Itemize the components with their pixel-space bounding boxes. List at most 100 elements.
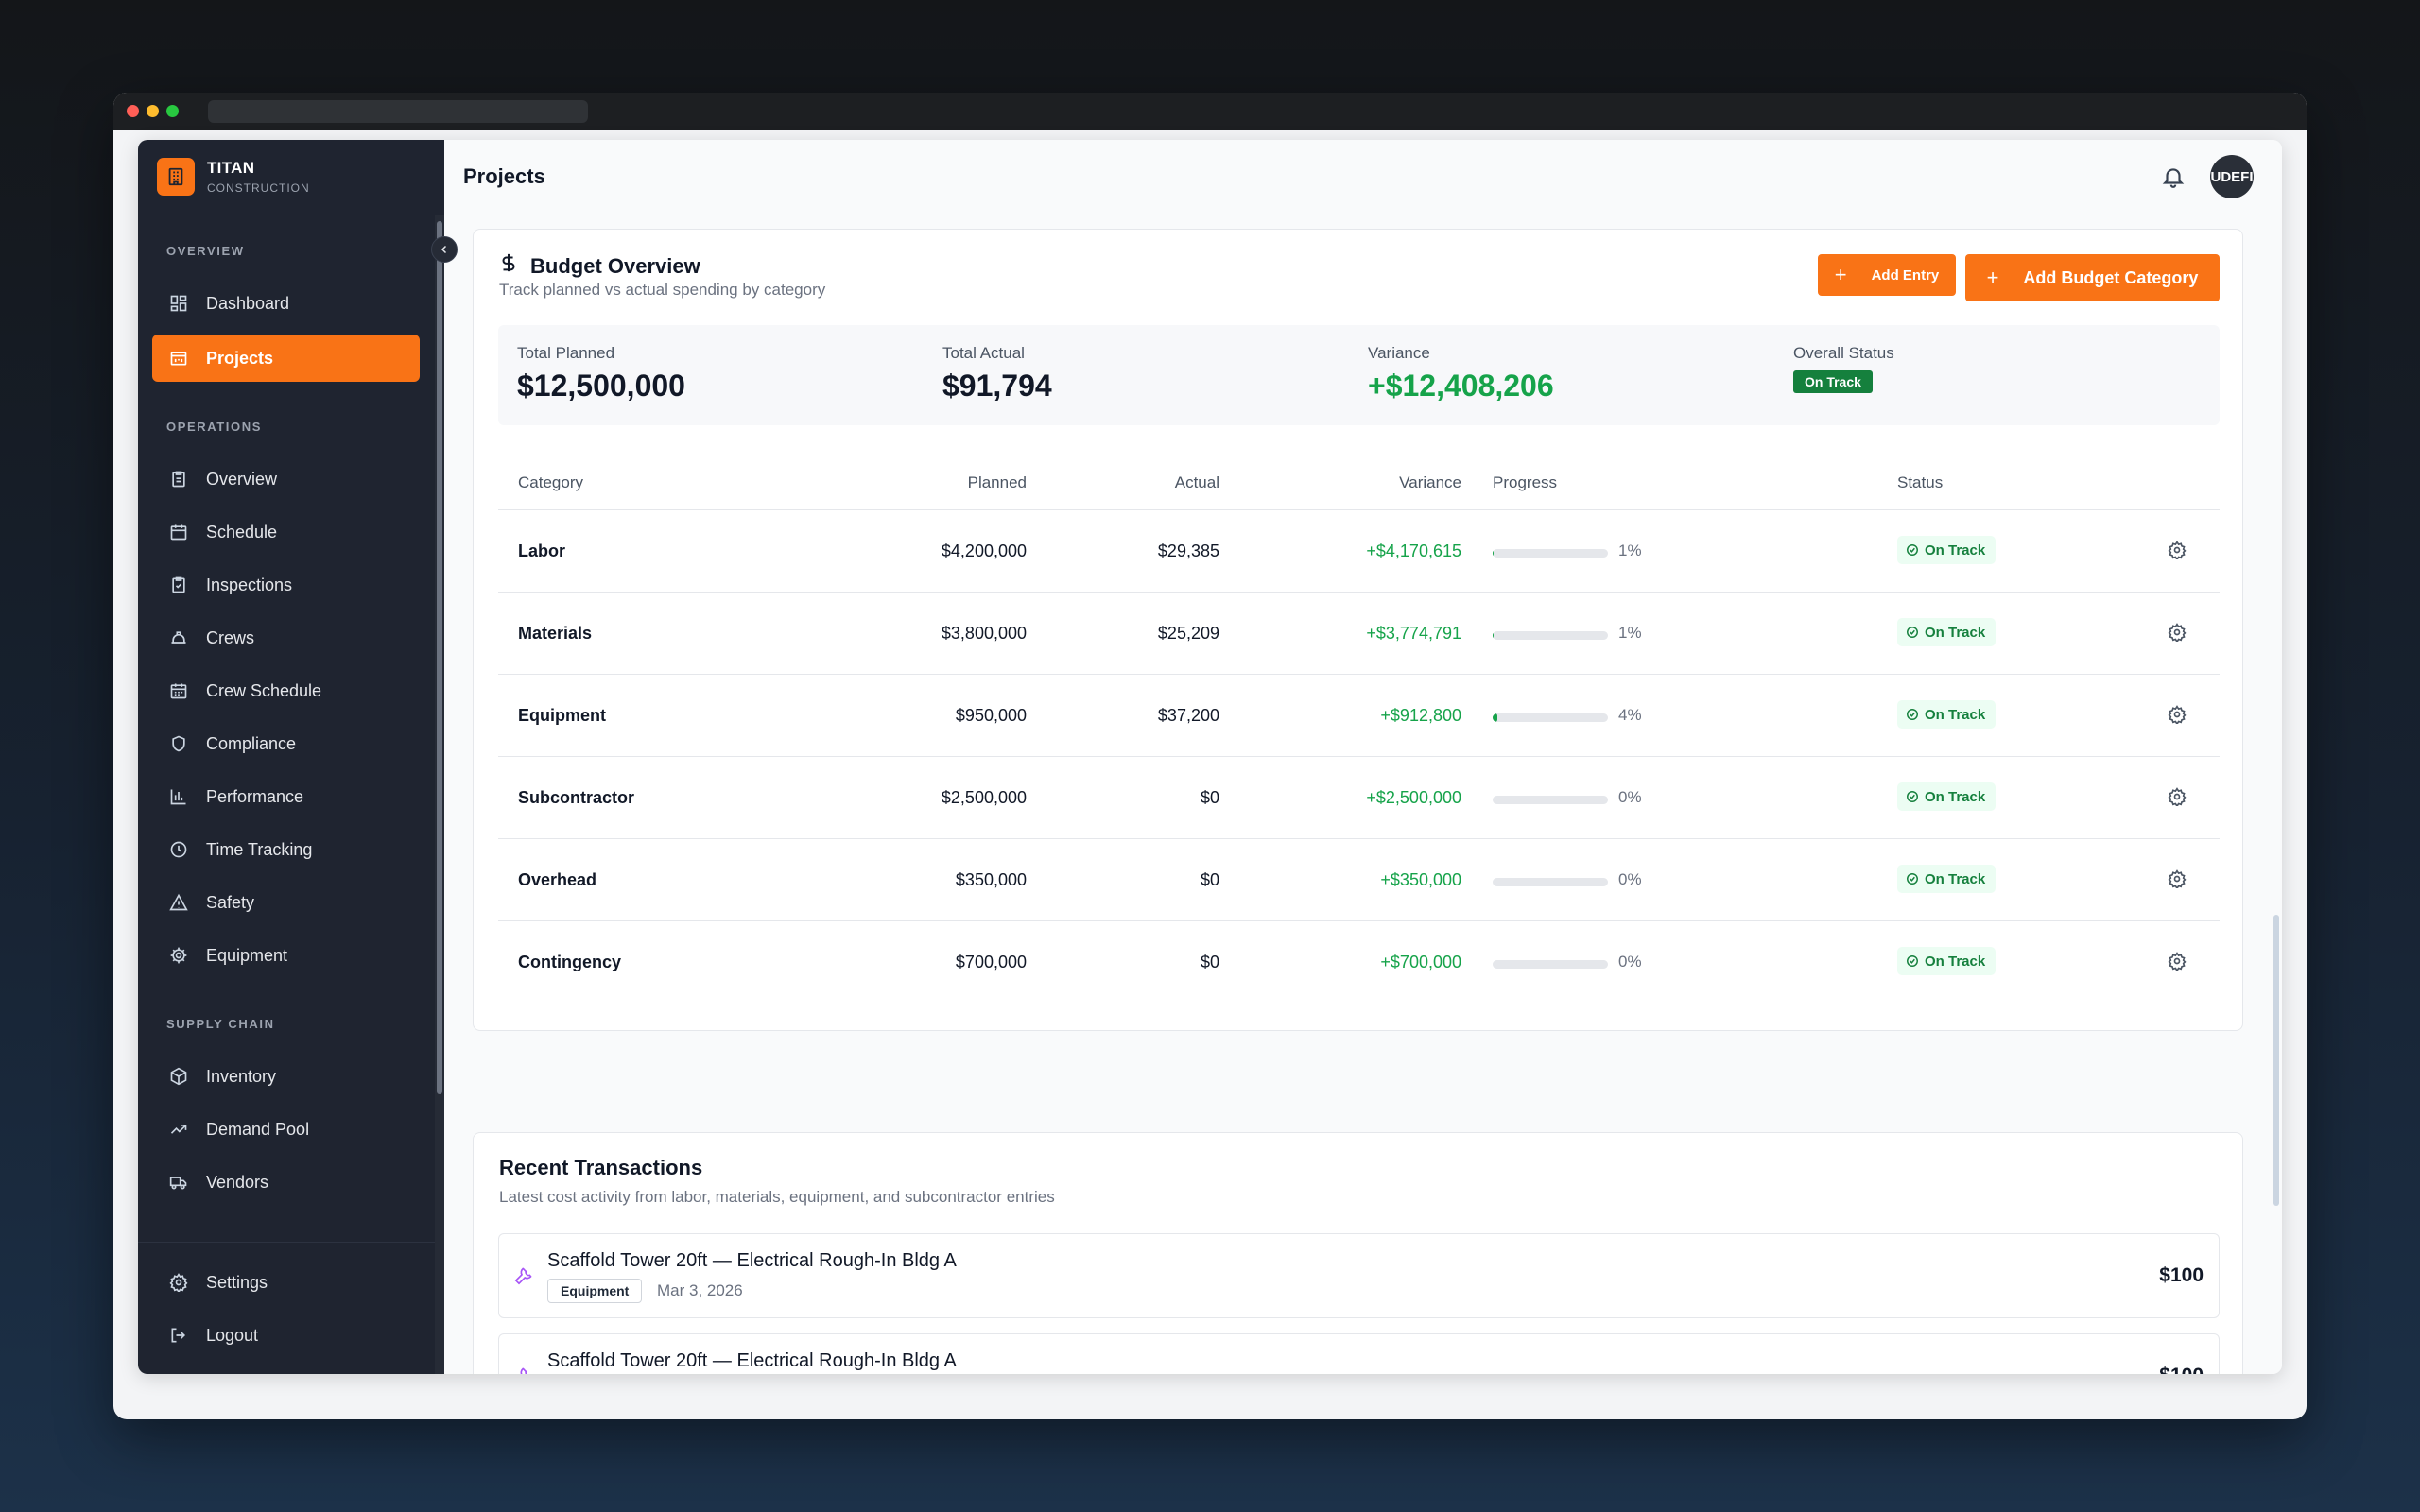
stat-value: $12,500,000	[517, 369, 685, 403]
cell-category: Subcontractor	[518, 788, 635, 807]
collapse-sidebar-button[interactable]	[431, 236, 458, 263]
row-settings-gear-icon[interactable]	[2168, 541, 2188, 561]
brand-subtitle: CONSTRUCTION	[207, 181, 310, 195]
sidebar-item-label: Time Tracking	[206, 839, 313, 859]
sidebar-item-crews[interactable]: Crews	[152, 614, 420, 662]
cell-planned: $4,200,000	[941, 541, 1027, 560]
sidebar-item-label: Demand Pool	[206, 1119, 310, 1139]
row-settings-gear-icon[interactable]	[2168, 952, 2188, 972]
warning-icon	[168, 892, 189, 913]
sidebar-item-dashboard[interactable]: Dashboard	[152, 280, 420, 327]
status-badge-label: On Track	[1925, 953, 1986, 970]
avatar[interactable]: UDEFI	[2210, 155, 2254, 198]
sidebar-item-demand-pool[interactable]: Demand Pool	[152, 1106, 420, 1153]
app-shell: TITAN CONSTRUCTION OVERVIEW Dashboard Pr…	[138, 140, 2282, 1374]
status-badge-label: On Track	[1925, 706, 1986, 723]
main-content: Budget Overview Track planned vs actual …	[444, 215, 2282, 1374]
sidebar-item-vendors[interactable]: Vendors	[152, 1159, 420, 1206]
sidebar-item-label: Inspections	[206, 575, 293, 594]
status-badge-label: On Track	[1925, 788, 1986, 805]
table-row[interactable]: Subcontractor $2,500,000 $0 +$2,500,000 …	[498, 757, 2220, 839]
sidebar-item-projects[interactable]: Projects	[152, 335, 420, 382]
row-settings-gear-icon[interactable]	[2168, 705, 2188, 726]
minimize-window-button[interactable]	[147, 105, 159, 117]
table-row[interactable]: Materials $3,800,000 $25,209 +$3,774,791…	[498, 593, 2220, 675]
budget-subtitle: Track planned vs actual spending by cate…	[499, 281, 826, 299]
budget-title: Budget Overview	[530, 254, 700, 278]
budget-summary: Total Planned $12,500,000 Total Actual $…	[498, 325, 2220, 425]
cog-icon	[168, 945, 189, 966]
address-bar[interactable]	[208, 100, 588, 123]
stat-label: Variance	[1368, 344, 1430, 362]
cell-planned: $350,000	[955, 870, 1027, 889]
plus-icon: +	[1986, 266, 1999, 289]
progress-percent: 4%	[1618, 706, 1642, 724]
chevron-left-icon	[441, 245, 447, 254]
cell-planned: $700,000	[955, 953, 1027, 971]
sidebar-item-overview[interactable]: Overview	[152, 455, 420, 503]
transaction-date: Mar 3, 2026	[657, 1281, 743, 1299]
maximize-window-button[interactable]	[166, 105, 179, 117]
cell-variance: +$4,170,615	[1366, 541, 1461, 560]
cell-variance: +$3,774,791	[1366, 624, 1461, 643]
truck-icon	[168, 1172, 189, 1193]
sidebar-scrollbar-thumb[interactable]	[437, 221, 442, 1094]
table-row[interactable]: Overhead $350,000 $0 +$350,000 0% On Tra…	[498, 839, 2220, 921]
brand: TITAN CONSTRUCTION	[138, 140, 444, 215]
brand-name: TITAN	[207, 159, 255, 177]
progress-bar	[1493, 549, 1608, 558]
column-header-variance: Variance	[1399, 473, 1461, 491]
cell-actual: $0	[1200, 953, 1219, 971]
plus-icon: +	[1834, 263, 1847, 286]
cell-category: Contingency	[518, 953, 622, 971]
progress-bar-fill	[1493, 713, 1497, 722]
sidebar-item-equipment[interactable]: Equipment	[152, 932, 420, 979]
sidebar-item-performance[interactable]: Performance	[152, 773, 420, 820]
table-row[interactable]: Labor $4,200,000 $29,385 +$4,170,615 1% …	[498, 510, 2220, 593]
sidebar-item-logout[interactable]: Logout	[152, 1312, 420, 1359]
progress-percent: 0%	[1618, 953, 1642, 971]
row-settings-gear-icon[interactable]	[2168, 623, 2188, 644]
add-entry-button[interactable]: + Add Entry	[1818, 254, 1956, 296]
sidebar-item-schedule[interactable]: Schedule	[152, 508, 420, 556]
close-window-button[interactable]	[127, 105, 139, 117]
sidebar-item-settings[interactable]: Settings	[152, 1259, 420, 1306]
stat-label: Total Planned	[517, 344, 615, 362]
sidebar-item-inventory[interactable]: Inventory	[152, 1053, 420, 1100]
progress-percent: 0%	[1618, 788, 1642, 806]
add-entry-label: Add Entry	[1871, 266, 1940, 284]
sidebar-item-compliance[interactable]: Compliance	[152, 720, 420, 767]
sidebar-item-crew-schedule[interactable]: Crew Schedule	[152, 667, 420, 714]
check-circle-icon	[1907, 544, 1918, 556]
transaction-item[interactable]: Scaffold Tower 20ft — Electrical Rough-I…	[498, 1233, 2220, 1318]
transaction-amount: $100	[2159, 1365, 2204, 1374]
table-row[interactable]: Equipment $950,000 $37,200 +$912,800 4% …	[498, 675, 2220, 757]
clock-icon	[168, 839, 189, 860]
bell-icon[interactable]	[2161, 164, 2187, 191]
sidebar-item-label: Inventory	[206, 1066, 277, 1086]
transaction-title: Scaffold Tower 20ft — Electrical Rough-I…	[547, 1350, 957, 1371]
cell-actual: $0	[1200, 788, 1219, 807]
transaction-title: Scaffold Tower 20ft — Electrical Rough-I…	[547, 1250, 957, 1271]
sidebar-item-label: Schedule	[206, 522, 278, 541]
row-settings-gear-icon[interactable]	[2168, 869, 2188, 890]
row-settings-gear-icon[interactable]	[2168, 787, 2188, 808]
sidebar-item-time-tracking[interactable]: Time Tracking	[152, 826, 420, 873]
sidebar-item-label: Safety	[206, 892, 255, 912]
sidebar-item-label: Overview	[206, 469, 278, 489]
projects-icon	[168, 348, 189, 369]
sidebar-item-inspections[interactable]: Inspections	[152, 561, 420, 609]
progress-bar-fill	[1493, 631, 1495, 640]
sidebar-item-safety[interactable]: Safety	[152, 879, 420, 926]
add-budget-category-button[interactable]: + Add Budget Category	[1965, 254, 2220, 301]
transaction-item[interactable]: Scaffold Tower 20ft — Electrical Rough-I…	[498, 1333, 2220, 1374]
transaction-amount: $100	[2159, 1264, 2204, 1286]
calendar-icon	[168, 522, 189, 542]
status-badge: On Track	[1897, 865, 1996, 893]
cell-category: Equipment	[518, 706, 606, 725]
main-scrollbar[interactable]	[2273, 915, 2279, 1206]
table-row[interactable]: Contingency $700,000 $0 +$700,000 0% On …	[498, 921, 2220, 1004]
progress-percent: 1%	[1618, 624, 1642, 642]
cell-planned: $3,800,000	[941, 624, 1027, 643]
status-badge: On Track	[1897, 536, 1996, 564]
